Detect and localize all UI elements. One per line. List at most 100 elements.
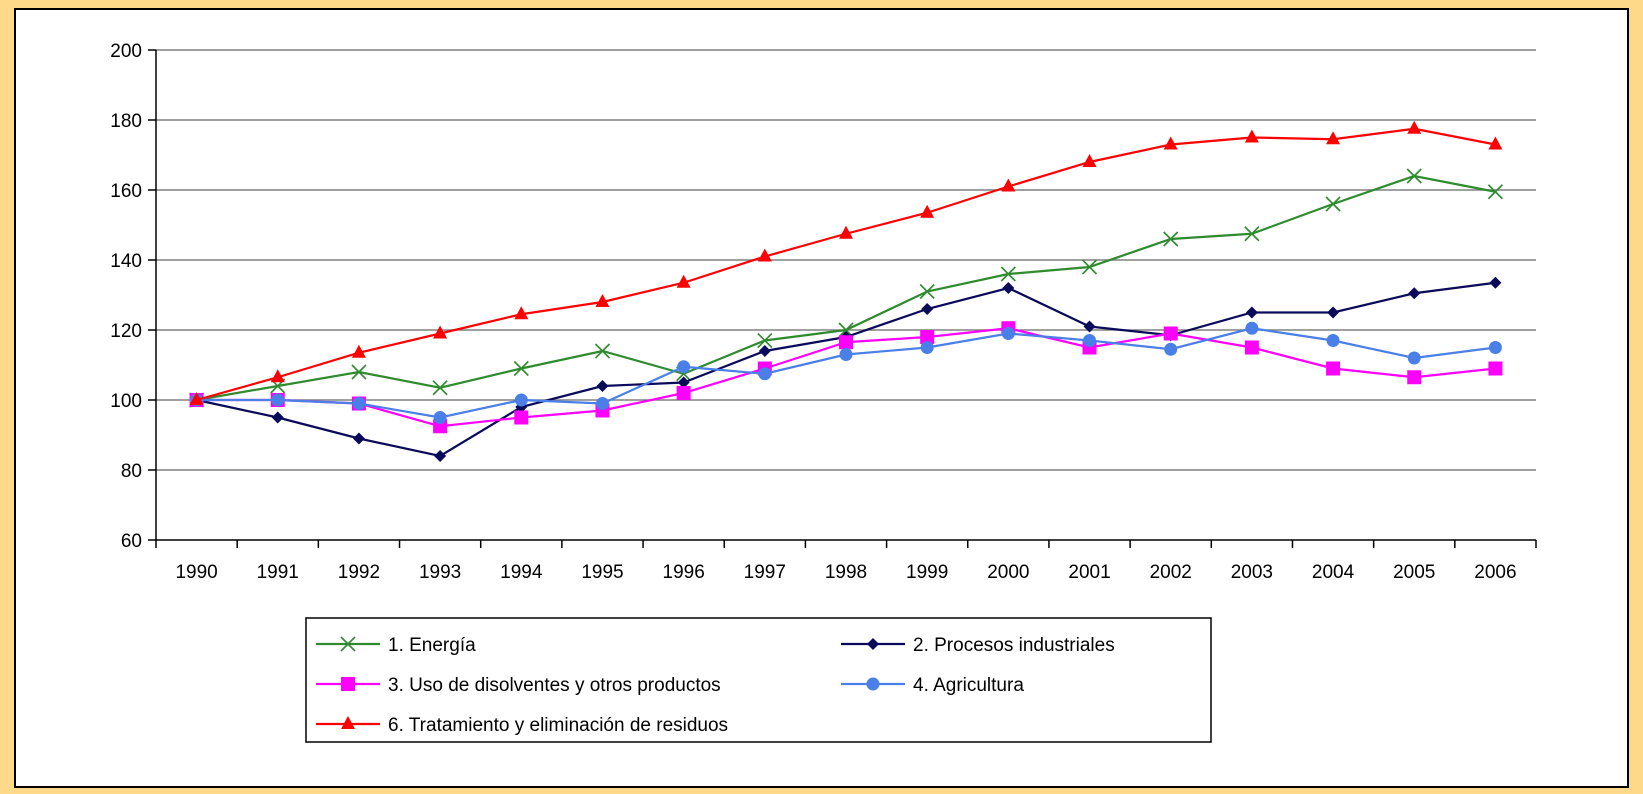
data-point [595,397,609,410]
data-point [1488,341,1502,354]
legend-entry: 3. Uso de disolventes y otros productos [316,675,721,696]
data-point [1327,306,1340,319]
data-point [189,392,204,405]
data-point [1082,154,1097,167]
data-point [1081,259,1098,275]
data-point [1326,334,1340,347]
data-point [677,376,690,389]
chart-panel: 60 80 100 120 140 160 180 200 1990 1991 1992 1993 19… [14,8,1629,788]
data-point [1488,361,1503,376]
data-point [1244,129,1259,143]
data-point [1408,287,1421,300]
data-point [433,325,448,339]
legend-label: 6. Tratamiento y eliminación de residuos [388,715,728,736]
x-tick-label: 1999 [906,562,948,583]
data-point [514,306,529,320]
data-point [1489,276,1502,289]
series-5 [189,120,1503,405]
series-line [196,174,1496,402]
legend-label: 3. Uso de disolventes y otros productos [388,675,721,696]
x-tick-label: 1992 [338,562,380,583]
data-point [432,380,448,396]
data-point [1083,334,1097,347]
legend-label: 2. Procesos industriales [913,635,1115,656]
legend-marker [341,716,355,729]
data-point [514,393,528,407]
data-point [677,360,691,374]
data-point [271,393,285,407]
data-point [513,360,529,377]
data-point [594,343,611,359]
data-point [839,225,853,239]
data-point [1407,351,1421,365]
data-point [270,369,285,383]
y-tick-label: 160 [110,181,142,202]
y-tick-label: 100 [110,391,142,412]
data-point [1326,361,1341,376]
x-tick-label: 2001 [1068,562,1110,583]
x-tick-label: 1991 [257,562,299,583]
data-point [1407,120,1422,134]
data-point [1245,321,1259,335]
data-point [758,345,771,357]
data-point [596,380,609,392]
line-chart: 60 80 100 120 140 160 180 200 1990 1991 1992 1993 19… [110,41,1537,743]
legend-entry: 2. Procesos industriales [841,635,1115,656]
data-point [1325,196,1341,212]
data-point [757,332,773,349]
x-tick-label: 1990 [175,562,217,583]
data-point [919,283,935,300]
legend-entry: 6. Tratamiento y eliminación de residuos [316,715,728,736]
data-point [920,330,935,344]
data-point [1002,282,1015,294]
data-point [1326,131,1341,145]
legend-label: 4. Agricultura [913,675,1024,696]
x-tick-label: 1993 [419,562,461,583]
data-point [1164,342,1178,356]
x-tick-label: 1997 [744,562,786,583]
data-point [676,386,691,400]
y-tick-label: 60 [121,531,142,552]
data-point [1001,327,1015,340]
data-point [1244,226,1260,242]
axes: 60 80 100 120 140 160 180 200 1990 1991 1992 1993 19… [110,41,1537,583]
legend: 1. Energía 2. Procesos industriales 3. Uso… [305,617,1212,743]
y-tick-label: 80 [121,461,142,482]
data-point [1406,168,1422,184]
data-point [839,348,853,361]
x-tick-label: 2005 [1393,562,1435,583]
data-point [1000,266,1016,282]
data-point [1244,340,1259,355]
x-tick-label: 1996 [663,562,705,583]
data-point [1001,178,1016,192]
data-point [351,344,366,358]
y-tick-label: 180 [110,111,142,132]
data-point [839,335,853,350]
data-point [757,248,772,262]
y-tick-label: 120 [110,321,142,342]
data-point [1163,231,1179,247]
data-point [1083,320,1096,333]
data-point [1163,326,1178,341]
x-tick-label: 2006 [1474,562,1516,583]
data-point [514,410,529,425]
legend-label: 1. Energía [388,635,476,656]
x-tick-label: 2003 [1231,562,1273,583]
data-point [1488,136,1503,150]
series-1 [189,168,1503,408]
data-point [595,294,610,307]
data-point [271,411,284,424]
data-point [433,411,447,424]
x-tick-label: 2000 [987,562,1029,583]
data-point [1407,370,1422,385]
legend-marker [341,677,355,691]
legend-entry: 1. Energía [316,635,476,656]
data-point [921,303,934,315]
y-tick-label: 200 [110,41,142,62]
x-tick-label: 1994 [500,562,543,583]
data-point [920,341,934,354]
x-tick-label: 1998 [825,562,867,583]
legend-marker [867,638,879,650]
y-tick-label: 140 [110,251,142,272]
